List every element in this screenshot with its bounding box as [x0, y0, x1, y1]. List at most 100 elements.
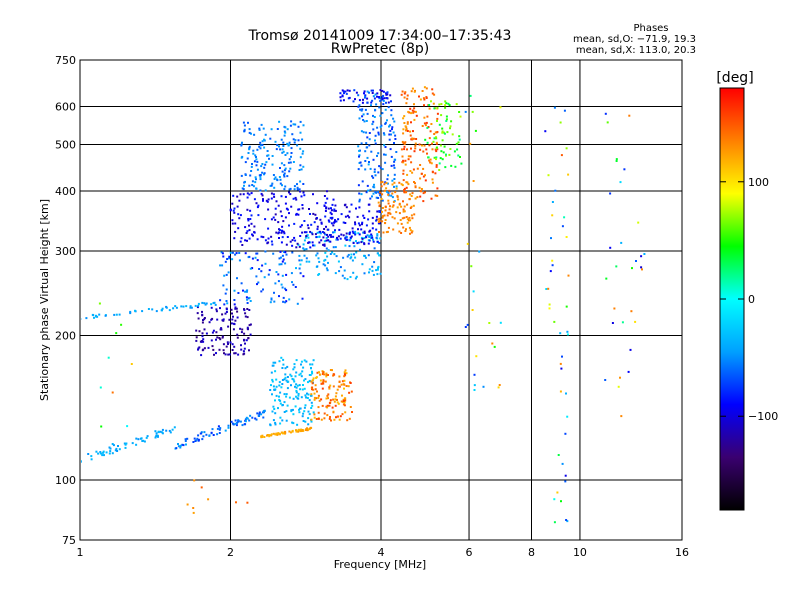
data-point — [378, 242, 381, 244]
data-point — [297, 430, 300, 433]
data-point — [361, 221, 364, 224]
data-point — [378, 210, 381, 213]
data-point — [277, 273, 280, 276]
data-point — [312, 212, 315, 215]
data-point — [372, 185, 375, 188]
data-point — [210, 306, 213, 309]
data-point — [112, 444, 115, 447]
data-point — [202, 338, 205, 341]
data-point — [295, 246, 298, 249]
data-point — [271, 378, 274, 381]
data-point — [281, 274, 284, 277]
data-point — [312, 388, 315, 391]
data-point — [427, 156, 430, 159]
data-point — [456, 148, 459, 151]
data-point — [548, 307, 551, 310]
data-point — [375, 215, 378, 218]
data-point — [431, 92, 434, 95]
data-point — [401, 184, 404, 187]
data-point — [281, 260, 284, 263]
data-point — [319, 379, 322, 382]
data-point — [273, 178, 276, 180]
data-point — [261, 434, 264, 437]
data-point — [327, 249, 330, 252]
data-point — [273, 195, 276, 198]
data-point — [394, 191, 397, 194]
data-point — [311, 379, 314, 382]
data-point — [288, 188, 291, 191]
data-point — [405, 216, 408, 218]
data-point — [327, 235, 330, 238]
data-point — [255, 156, 257, 158]
data-point — [282, 258, 285, 261]
data-point — [299, 372, 302, 375]
data-point — [361, 115, 364, 118]
data-point — [471, 309, 474, 311]
data-point — [344, 215, 347, 218]
data-point — [404, 163, 407, 166]
data-point — [288, 224, 290, 227]
data-point — [320, 398, 323, 401]
data-point — [317, 394, 320, 397]
data-point — [140, 437, 143, 440]
data-point — [414, 185, 417, 188]
data-point — [311, 233, 314, 236]
data-point — [290, 152, 293, 154]
data-point — [308, 413, 311, 416]
data-point — [349, 239, 352, 242]
data-point — [382, 132, 385, 135]
data-point — [204, 303, 207, 306]
data-point — [444, 100, 447, 103]
data-point — [280, 256, 282, 259]
y-tick-label: 300 — [55, 245, 76, 258]
data-point — [619, 181, 622, 184]
data-point — [270, 434, 273, 437]
data-point — [331, 251, 334, 254]
data-point — [284, 202, 287, 205]
data-point — [391, 205, 394, 208]
data-point — [331, 369, 333, 372]
data-point — [355, 207, 357, 210]
data-point — [398, 202, 401, 205]
data-point — [269, 137, 272, 140]
data-point — [287, 380, 290, 383]
data-point — [288, 158, 291, 161]
data-point — [381, 97, 384, 100]
data-point — [292, 413, 295, 416]
data-point — [391, 126, 394, 129]
data-point — [376, 268, 379, 271]
data-point — [93, 316, 95, 319]
data-point — [497, 386, 500, 389]
data-point — [270, 298, 273, 301]
data-point — [402, 159, 405, 162]
data-point — [299, 407, 301, 410]
data-point — [215, 308, 218, 311]
data-point — [328, 234, 331, 236]
data-point — [288, 141, 291, 144]
data-point — [313, 221, 316, 224]
data-point — [216, 427, 219, 430]
data-point — [395, 211, 398, 214]
data-point — [350, 390, 353, 393]
data-point — [231, 222, 234, 225]
data-point — [322, 379, 325, 382]
data-point — [419, 164, 422, 166]
data-point — [212, 348, 215, 351]
data-point — [619, 376, 621, 379]
data-point — [460, 162, 463, 165]
data-point — [389, 129, 392, 132]
data-point — [129, 310, 132, 313]
data-point — [98, 302, 101, 305]
data-point — [362, 113, 365, 116]
data-point — [280, 231, 283, 234]
data-point — [355, 91, 358, 94]
data-point — [450, 164, 453, 167]
data-point — [378, 222, 381, 225]
data-point — [239, 327, 242, 330]
data-point — [411, 109, 414, 112]
data-point — [233, 345, 236, 348]
data-point — [310, 367, 312, 369]
data-point — [395, 151, 398, 153]
data-point — [323, 243, 326, 246]
data-point — [296, 302, 299, 305]
